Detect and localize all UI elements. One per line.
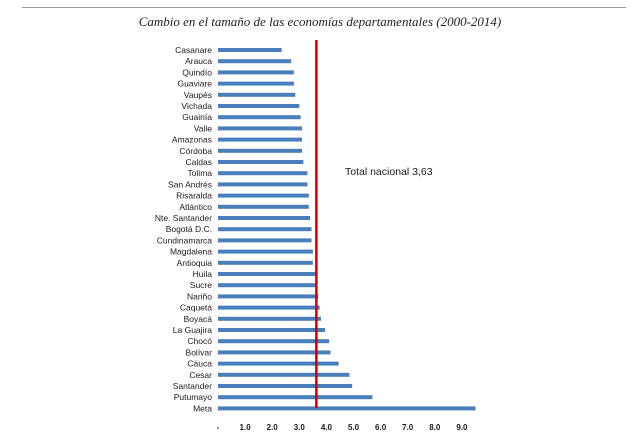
bar-9 xyxy=(218,148,303,153)
chart-title: Cambio en el tamaño de las economías dep… xyxy=(138,14,502,29)
bar-3 xyxy=(218,81,294,86)
x-tick-label: 6.0 xyxy=(375,423,387,432)
category-label: Cáuca xyxy=(187,359,212,369)
bar-25 xyxy=(218,328,326,332)
bar-8 xyxy=(218,137,303,142)
category-label: San Andrés xyxy=(168,179,212,189)
category-label: Vichada xyxy=(181,101,212,111)
category-label: Caldas xyxy=(186,157,212,167)
bar-18 xyxy=(218,249,313,254)
x-tick-label: 9.0 xyxy=(456,423,468,432)
bar-4 xyxy=(218,92,296,97)
category-label: Tolima xyxy=(187,168,212,178)
bar-1 xyxy=(218,59,292,64)
category-label: Arauca xyxy=(185,56,212,66)
category-label: Putumayo xyxy=(174,392,213,402)
bar-32 xyxy=(218,406,476,411)
category-label: Magdalena xyxy=(170,247,212,257)
top-rule xyxy=(22,7,626,8)
bar-20 xyxy=(218,272,316,276)
bar-23 xyxy=(218,305,320,310)
category-label: Boyacá xyxy=(184,314,213,324)
x-tick-labels: - 1.0 2.0 3.0 4.0 5.0 6.0 7.0 8.0 9.0 xyxy=(217,423,468,432)
x-tick-label: 2.0 xyxy=(267,423,279,432)
bar-24 xyxy=(218,316,321,321)
bar-31 xyxy=(218,395,373,400)
x-tick-label: 5.0 xyxy=(348,423,360,432)
category-label: Vaupés xyxy=(184,90,212,100)
bar-2 xyxy=(218,70,294,75)
x-tick-label: - xyxy=(217,423,220,432)
category-label: Sucre xyxy=(190,280,212,290)
bar-15 xyxy=(218,216,311,220)
category-label: Córdoba xyxy=(179,146,212,156)
category-label: Antioquia xyxy=(177,258,213,268)
bar-17 xyxy=(218,238,312,243)
category-label: Casanare xyxy=(175,45,212,55)
category-label: Meta xyxy=(193,403,212,413)
category-label: Nariño xyxy=(187,291,212,301)
category-label: Cesar xyxy=(189,370,212,380)
bar-28 xyxy=(218,361,339,366)
category-label: Guainía xyxy=(182,112,212,122)
category-label: Caquetá xyxy=(180,303,212,313)
category-label: Bolívar xyxy=(186,347,213,357)
category-label: Huila xyxy=(193,269,213,279)
x-tick-label: 7.0 xyxy=(402,423,414,432)
bar-26 xyxy=(218,339,330,344)
bar-21 xyxy=(218,283,316,288)
bar-12 xyxy=(218,182,308,187)
bar-30 xyxy=(218,384,353,388)
bars-layer xyxy=(218,48,476,411)
bar-13 xyxy=(218,193,309,198)
category-label: Amazonas xyxy=(172,135,212,145)
category-label: Valle xyxy=(194,123,213,133)
bar-5 xyxy=(218,104,300,108)
bar-0 xyxy=(218,48,282,52)
bar-29 xyxy=(218,372,350,377)
category-label: Chocó xyxy=(187,336,212,346)
category-label: Guaviare xyxy=(178,79,213,89)
bar-7 xyxy=(218,126,303,131)
bar-22 xyxy=(218,294,319,299)
category-label: Risaralda xyxy=(176,191,212,201)
category-label: Atlántico xyxy=(179,202,212,212)
bar-10 xyxy=(218,160,304,164)
x-tick-label: 1.0 xyxy=(240,423,252,432)
category-label: Nte. Santander xyxy=(155,213,212,223)
category-label: Santander xyxy=(173,381,212,391)
bar-11 xyxy=(218,171,308,176)
bar-19 xyxy=(218,260,313,265)
bar-16 xyxy=(218,227,312,232)
bar-27 xyxy=(218,350,331,355)
category-label: Bogotá D.C. xyxy=(166,224,212,234)
x-tick-label: 3.0 xyxy=(294,423,306,432)
x-tick-label: 4.0 xyxy=(321,423,333,432)
category-label: Quindío xyxy=(182,67,212,77)
category-label: La Guajira xyxy=(173,325,212,335)
category-label: Cundinamarca xyxy=(157,235,213,245)
bar-6 xyxy=(218,115,301,120)
x-tick-label: 8.0 xyxy=(429,423,441,432)
national-total-label: Total nacional 3,63 xyxy=(345,166,433,178)
bar-14 xyxy=(218,204,309,209)
reference-layer: Total nacional 3,63 xyxy=(315,40,433,408)
